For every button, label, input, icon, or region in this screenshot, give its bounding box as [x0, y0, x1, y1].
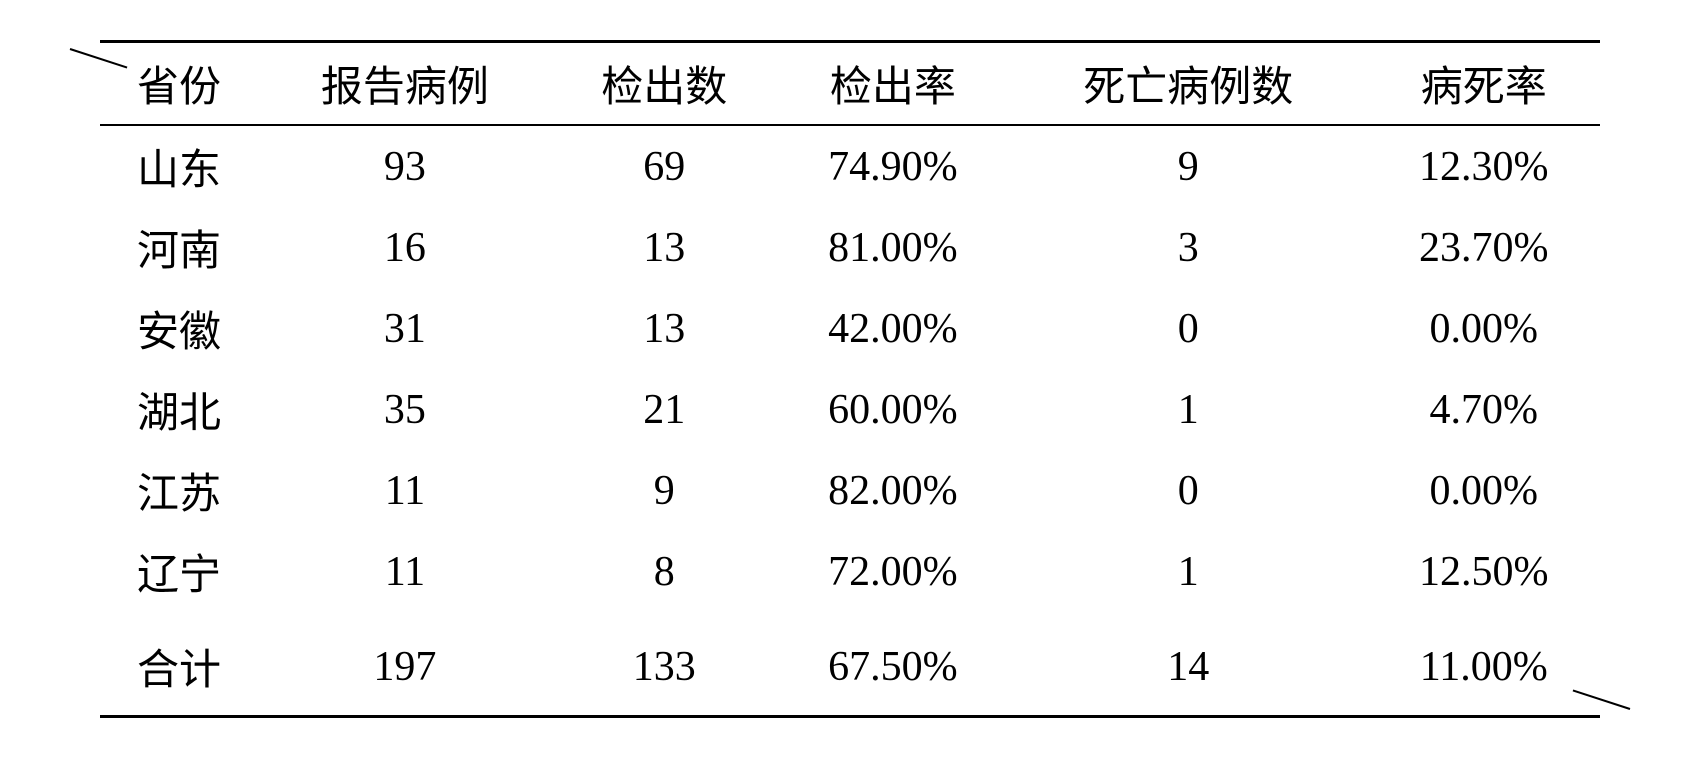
cell-death-cases: 3 [1009, 207, 1368, 288]
cell-detection-rate: 74.90% [777, 125, 1008, 207]
cell-detected-count: 9 [551, 450, 777, 531]
cell-detection-rate: 81.00% [777, 207, 1008, 288]
cell-fatality-rate: 0.00% [1368, 288, 1599, 369]
cell-province: 辽宁 [100, 531, 259, 612]
table-row: 辽宁 11 8 72.00% 1 12.50% [100, 531, 1600, 612]
cell-province: 河南 [100, 207, 259, 288]
table-row: 河南 16 13 81.00% 3 23.70% [100, 207, 1600, 288]
cell-death-cases: 1 [1009, 369, 1368, 450]
cell-fatality-rate: 12.30% [1368, 125, 1599, 207]
cell-detected-count: 133 [551, 612, 777, 717]
cell-reported-cases: 197 [259, 612, 552, 717]
data-table: 省份 报告病例 检出数 检出率 死亡病例数 病死率 山东 93 69 74.90… [100, 40, 1600, 718]
table-container: 省份 报告病例 检出数 检出率 死亡病例数 病死率 山东 93 69 74.90… [100, 40, 1600, 718]
col-header-detection-rate: 检出率 [777, 42, 1008, 126]
cell-fatality-rate: 0.00% [1368, 450, 1599, 531]
cell-province: 安徽 [100, 288, 259, 369]
cell-fatality-rate: 23.70% [1368, 207, 1599, 288]
cell-reported-cases: 11 [259, 450, 552, 531]
cell-province: 江苏 [100, 450, 259, 531]
cell-death-cases: 1 [1009, 531, 1368, 612]
table-header-row: 省份 报告病例 检出数 检出率 死亡病例数 病死率 [100, 42, 1600, 126]
table-total-row: 合计 197 133 67.50% 14 11.00% [100, 612, 1600, 717]
cell-fatality-rate: 12.50% [1368, 531, 1599, 612]
cell-detection-rate: 67.50% [777, 612, 1008, 717]
col-header-fatality-rate: 病死率 [1368, 42, 1599, 126]
col-header-detected-count: 检出数 [551, 42, 777, 126]
cell-reported-cases: 16 [259, 207, 552, 288]
cell-death-cases: 0 [1009, 288, 1368, 369]
col-header-reported-cases: 报告病例 [259, 42, 552, 126]
table-row: 湖北 35 21 60.00% 1 4.70% [100, 369, 1600, 450]
cell-death-cases: 9 [1009, 125, 1368, 207]
cell-detection-rate: 72.00% [777, 531, 1008, 612]
cell-fatality-rate: 11.00% [1368, 612, 1599, 717]
table-row: 山东 93 69 74.90% 9 12.30% [100, 125, 1600, 207]
cell-fatality-rate: 4.70% [1368, 369, 1599, 450]
cell-reported-cases: 11 [259, 531, 552, 612]
cell-reported-cases: 31 [259, 288, 552, 369]
col-header-province: 省份 [100, 42, 259, 126]
cell-detection-rate: 82.00% [777, 450, 1008, 531]
cell-detection-rate: 60.00% [777, 369, 1008, 450]
table-row: 安徽 31 13 42.00% 0 0.00% [100, 288, 1600, 369]
cell-detected-count: 13 [551, 288, 777, 369]
col-header-death-cases: 死亡病例数 [1009, 42, 1368, 126]
cell-reported-cases: 93 [259, 125, 552, 207]
cell-province: 合计 [100, 612, 259, 717]
cell-province: 湖北 [100, 369, 259, 450]
table-row: 江苏 11 9 82.00% 0 0.00% [100, 450, 1600, 531]
cell-province: 山东 [100, 125, 259, 207]
cell-detection-rate: 42.00% [777, 288, 1008, 369]
cell-reported-cases: 35 [259, 369, 552, 450]
cell-detected-count: 69 [551, 125, 777, 207]
cell-detected-count: 21 [551, 369, 777, 450]
cell-detected-count: 8 [551, 531, 777, 612]
cell-detected-count: 13 [551, 207, 777, 288]
cell-death-cases: 14 [1009, 612, 1368, 717]
cell-death-cases: 0 [1009, 450, 1368, 531]
